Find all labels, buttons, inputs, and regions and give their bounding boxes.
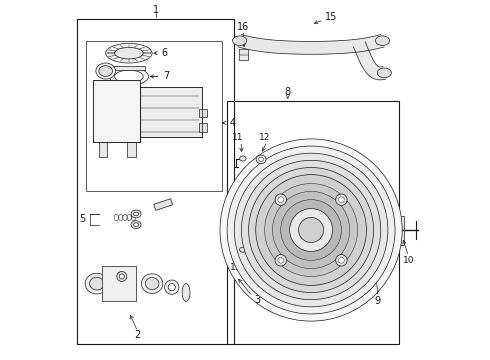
Ellipse shape [117,271,127,282]
Circle shape [227,146,395,314]
Circle shape [220,139,402,321]
Bar [198,109,207,117]
Text: 10: 10 [403,256,415,265]
Circle shape [275,255,287,266]
Circle shape [339,257,344,263]
Bar [154,199,172,210]
Ellipse shape [233,36,246,45]
Text: 11: 11 [232,132,244,141]
Polygon shape [353,42,386,80]
Circle shape [234,153,388,307]
Text: 9: 9 [375,296,381,306]
Circle shape [278,257,284,263]
Text: 16: 16 [237,22,249,32]
Ellipse shape [375,36,390,45]
Ellipse shape [134,223,139,226]
Circle shape [275,194,287,206]
Bar [198,123,207,132]
Bar [98,143,107,157]
Ellipse shape [115,48,143,59]
Polygon shape [238,35,384,54]
Text: 15: 15 [324,13,337,22]
Text: 8: 8 [285,87,291,98]
FancyBboxPatch shape [366,210,384,267]
Ellipse shape [393,230,401,236]
Circle shape [248,167,373,293]
Ellipse shape [115,70,143,83]
Text: 13: 13 [230,263,242,272]
Ellipse shape [236,235,240,239]
Circle shape [298,217,323,243]
Ellipse shape [240,156,246,161]
Ellipse shape [377,68,392,78]
Polygon shape [140,87,202,137]
Text: 1: 1 [152,5,159,15]
Circle shape [336,194,347,206]
Bar [113,66,145,70]
Text: 3: 3 [254,295,261,305]
Bar [227,102,398,344]
Ellipse shape [90,277,104,290]
Ellipse shape [236,264,240,267]
Polygon shape [234,187,242,280]
Bar [127,143,136,157]
Bar [102,266,136,301]
Ellipse shape [119,274,124,279]
Ellipse shape [106,43,152,63]
Circle shape [372,255,379,262]
Ellipse shape [395,231,398,234]
Circle shape [265,184,358,276]
Ellipse shape [134,212,139,216]
Ellipse shape [165,280,179,294]
Ellipse shape [168,284,175,291]
Ellipse shape [236,203,240,207]
Ellipse shape [259,157,264,161]
Text: 12: 12 [259,132,270,141]
Circle shape [278,197,284,203]
Circle shape [281,200,342,260]
Ellipse shape [142,274,163,293]
Circle shape [372,217,379,225]
Circle shape [336,255,347,266]
Ellipse shape [96,63,116,79]
Ellipse shape [260,247,265,251]
Text: 6: 6 [154,48,168,58]
FancyBboxPatch shape [239,49,248,61]
Text: 4: 4 [222,118,236,128]
Circle shape [290,208,333,251]
Text: 7: 7 [150,71,170,81]
Text: 5: 5 [79,214,86,224]
Text: 14: 14 [261,266,272,275]
Ellipse shape [182,284,190,301]
Ellipse shape [240,247,246,252]
Ellipse shape [257,244,267,253]
Ellipse shape [131,221,141,229]
Ellipse shape [85,273,108,294]
Ellipse shape [256,155,266,163]
Text: 2: 2 [135,330,141,341]
Circle shape [272,192,350,269]
Bar [86,41,222,191]
Bar [77,19,234,344]
Circle shape [339,197,344,203]
Ellipse shape [146,278,159,290]
Ellipse shape [109,67,148,85]
Circle shape [242,160,381,300]
FancyBboxPatch shape [389,216,405,246]
Circle shape [256,175,367,285]
Polygon shape [93,80,140,143]
Ellipse shape [131,210,141,218]
Ellipse shape [99,66,113,76]
